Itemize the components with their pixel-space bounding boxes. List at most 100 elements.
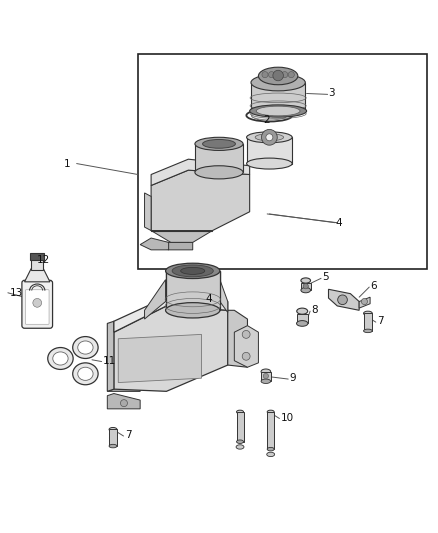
Ellipse shape <box>195 138 243 150</box>
Ellipse shape <box>73 336 98 359</box>
Circle shape <box>262 71 268 78</box>
Circle shape <box>282 71 288 78</box>
Text: 5: 5 <box>322 272 328 282</box>
Circle shape <box>242 330 250 338</box>
Polygon shape <box>145 280 166 319</box>
Ellipse shape <box>250 105 307 117</box>
Ellipse shape <box>48 348 73 369</box>
Polygon shape <box>234 326 258 367</box>
Polygon shape <box>220 280 228 312</box>
FancyBboxPatch shape <box>25 290 49 324</box>
Ellipse shape <box>301 287 311 293</box>
Ellipse shape <box>166 303 220 318</box>
Polygon shape <box>107 365 140 391</box>
Ellipse shape <box>251 111 287 120</box>
Polygon shape <box>151 243 193 250</box>
Ellipse shape <box>53 352 68 365</box>
Circle shape <box>33 298 42 307</box>
Polygon shape <box>107 393 140 409</box>
Polygon shape <box>301 283 311 290</box>
Polygon shape <box>267 412 274 449</box>
Ellipse shape <box>267 447 274 451</box>
Ellipse shape <box>78 367 93 381</box>
Text: 1: 1 <box>64 159 70 168</box>
Text: 2: 2 <box>263 115 269 125</box>
Circle shape <box>120 400 127 407</box>
Ellipse shape <box>180 268 205 274</box>
Polygon shape <box>109 430 117 446</box>
Ellipse shape <box>364 311 372 316</box>
Text: 9: 9 <box>289 373 296 383</box>
Ellipse shape <box>247 158 292 169</box>
Ellipse shape <box>236 445 244 449</box>
Ellipse shape <box>297 308 307 314</box>
Circle shape <box>275 71 281 78</box>
Text: 8: 8 <box>311 305 318 316</box>
Polygon shape <box>359 297 370 308</box>
Circle shape <box>273 70 283 81</box>
Bar <box>138 54 427 269</box>
Polygon shape <box>151 159 250 185</box>
Text: 10: 10 <box>280 413 293 423</box>
Ellipse shape <box>267 410 274 414</box>
FancyBboxPatch shape <box>22 280 53 328</box>
Polygon shape <box>247 138 292 164</box>
Ellipse shape <box>237 410 244 414</box>
Bar <box>30 253 44 260</box>
Polygon shape <box>328 289 359 310</box>
Polygon shape <box>114 297 228 332</box>
Polygon shape <box>107 321 114 391</box>
Text: 7: 7 <box>125 430 131 440</box>
Text: 4: 4 <box>206 294 212 304</box>
Polygon shape <box>297 314 308 324</box>
Ellipse shape <box>364 329 372 333</box>
Text: 12: 12 <box>37 255 50 265</box>
Polygon shape <box>261 372 271 381</box>
Text: 6: 6 <box>370 281 377 291</box>
Polygon shape <box>151 197 212 231</box>
Text: 11: 11 <box>103 356 116 366</box>
Ellipse shape <box>237 440 244 443</box>
Ellipse shape <box>109 445 117 448</box>
Text: 7: 7 <box>377 316 383 326</box>
Ellipse shape <box>297 320 308 326</box>
Circle shape <box>303 284 308 289</box>
Polygon shape <box>151 170 250 231</box>
Polygon shape <box>195 144 243 172</box>
Circle shape <box>268 71 275 78</box>
Polygon shape <box>118 334 201 383</box>
Polygon shape <box>114 306 228 391</box>
Ellipse shape <box>267 452 275 457</box>
Ellipse shape <box>255 134 284 141</box>
Text: 3: 3 <box>328 88 335 99</box>
Polygon shape <box>151 231 212 243</box>
Ellipse shape <box>258 67 298 85</box>
Bar <box>31 259 43 270</box>
Ellipse shape <box>247 132 292 143</box>
Ellipse shape <box>202 140 236 148</box>
Polygon shape <box>25 269 50 282</box>
Circle shape <box>361 298 367 304</box>
Text: 13: 13 <box>10 288 23 298</box>
Ellipse shape <box>251 74 305 91</box>
Circle shape <box>266 134 273 141</box>
Polygon shape <box>364 313 372 331</box>
Ellipse shape <box>109 427 117 431</box>
Circle shape <box>288 71 294 78</box>
Ellipse shape <box>301 278 311 283</box>
Ellipse shape <box>261 369 271 374</box>
Ellipse shape <box>166 263 220 279</box>
Polygon shape <box>237 412 244 442</box>
Polygon shape <box>166 271 220 310</box>
Polygon shape <box>228 310 247 367</box>
Polygon shape <box>251 83 305 111</box>
Circle shape <box>263 374 268 378</box>
Polygon shape <box>140 238 169 250</box>
Polygon shape <box>145 193 151 231</box>
Ellipse shape <box>172 265 213 277</box>
Text: 4: 4 <box>335 217 342 228</box>
Ellipse shape <box>195 166 243 179</box>
Circle shape <box>242 352 250 360</box>
Ellipse shape <box>73 363 98 385</box>
Circle shape <box>338 295 347 304</box>
